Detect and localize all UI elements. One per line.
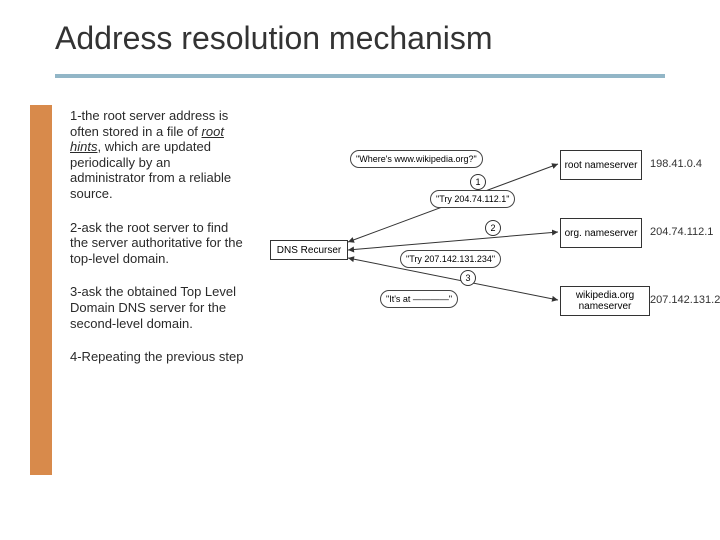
step-circle-1: 1 (470, 174, 486, 190)
wiki-ip: 207.142.131.234 (650, 294, 720, 306)
answer-bubble-1: "Try 204.74.112.1" (430, 190, 515, 208)
step-circle-3: 3 (460, 270, 476, 286)
query-bubble-1: "Where's www.wikipedia.org?" (350, 150, 483, 168)
root-ip: 198.41.0.4 (650, 158, 702, 170)
step-4-text: 4-Repeating the previous step (70, 349, 245, 365)
step-3-text: 3-ask the obtained Top Level Domain DNS … (70, 284, 245, 331)
slide: Address resolution mechanism 1-the root … (0, 0, 720, 540)
page-title: Address resolution mechanism (55, 20, 493, 57)
accent-bar (30, 105, 52, 475)
root-nameserver-box: root nameserver (560, 150, 642, 180)
title-underline (55, 74, 665, 78)
answer-bubble-3: "It's at ————" (380, 290, 458, 308)
text-column: 1-the root server address is often store… (70, 108, 245, 383)
dns-recurser-box: DNS Recurser (270, 240, 348, 260)
step-1-text: 1-the root server address is often store… (70, 108, 245, 202)
org-nameserver-box: org. nameserver (560, 218, 642, 248)
org-ip: 204.74.112.1 (650, 226, 713, 238)
answer-bubble-2: "Try 207.142.131.234" (400, 250, 501, 268)
step-2-text: 2-ask the root server to find the server… (70, 220, 245, 267)
wiki-nameserver-box: wikipedia.org nameserver (560, 286, 650, 316)
dns-diagram: DNS Recurser root nameserver org. namese… (270, 150, 700, 350)
step-circle-2: 2 (485, 220, 501, 236)
